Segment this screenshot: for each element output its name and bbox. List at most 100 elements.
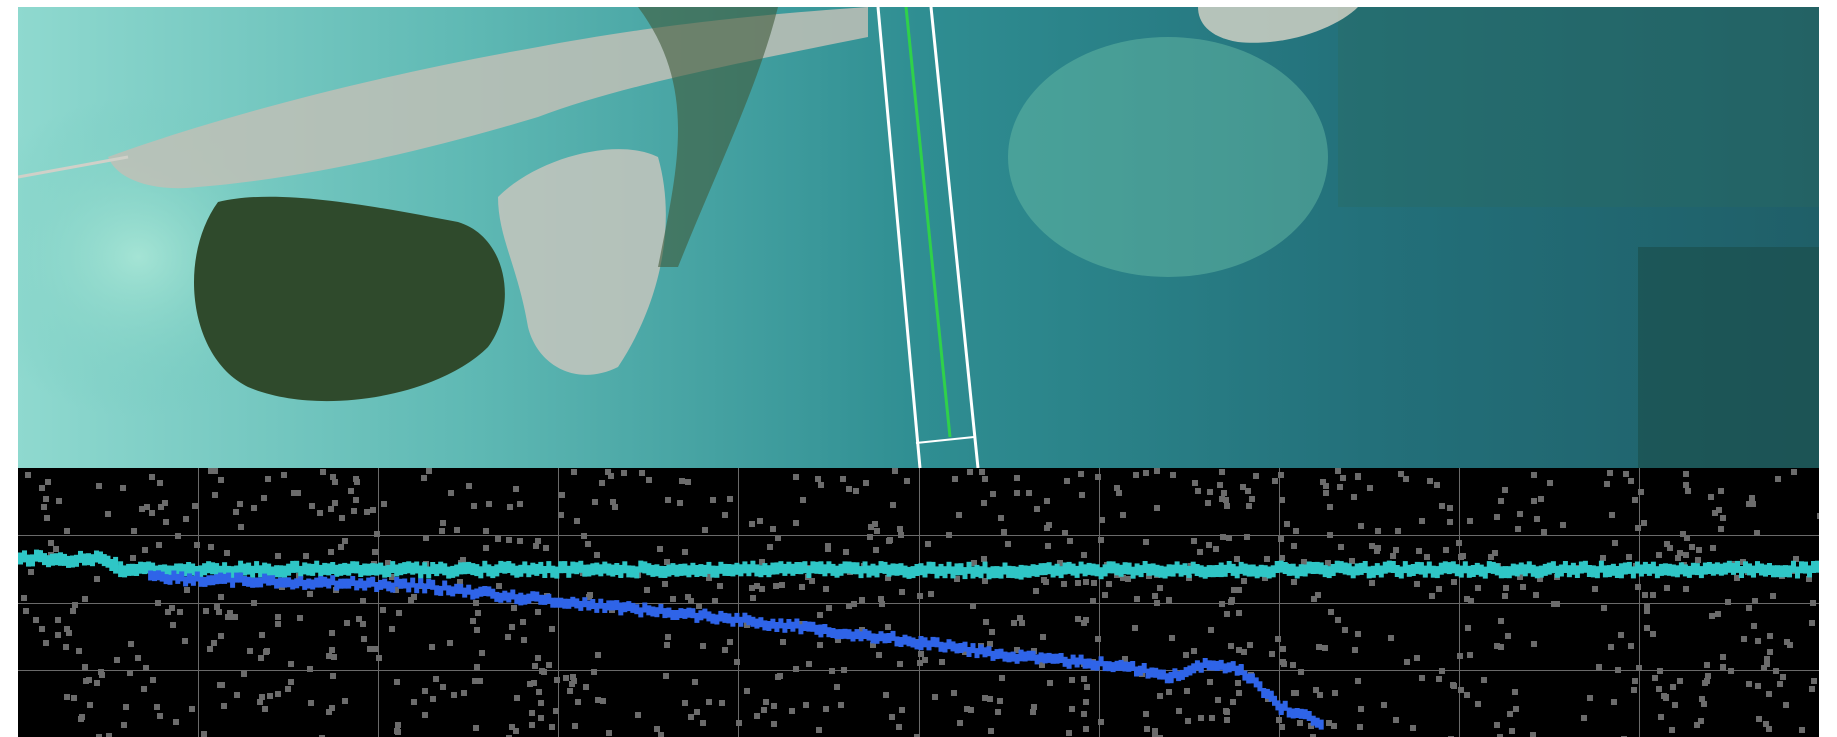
noise-point (1720, 664, 1726, 670)
bottom-point (802, 621, 808, 631)
surface-point (1590, 565, 1596, 578)
noise-point (1600, 555, 1606, 561)
noise-point (64, 528, 70, 534)
noise-point (1481, 677, 1487, 683)
bottom-point (618, 602, 624, 613)
noise-point (1725, 599, 1731, 605)
surface-point (402, 562, 408, 575)
surface-point (742, 561, 748, 574)
surface-point (318, 564, 324, 577)
noise-point (329, 630, 335, 636)
surface-point (1230, 563, 1236, 576)
noise-point (749, 521, 755, 527)
noise-point (1358, 523, 1364, 529)
surface-point (1626, 561, 1632, 574)
bottom-point (554, 597, 560, 608)
bottom-point (1022, 651, 1028, 662)
surface-point (1462, 561, 1468, 574)
noise-point (890, 502, 896, 508)
surface-point (174, 563, 180, 576)
bottom-point (1164, 673, 1170, 684)
noise-point (1761, 665, 1767, 671)
bottom-point (1179, 669, 1185, 680)
bottom-point (946, 639, 952, 650)
noise-point (817, 612, 823, 618)
noise-point (1005, 541, 1011, 547)
bottom-point (286, 577, 292, 588)
bottom-point (1046, 652, 1052, 663)
bottom-point (862, 629, 868, 639)
noise-point (1125, 576, 1131, 582)
surface-point (858, 566, 864, 579)
satellite-image[interactable] (18, 7, 1819, 468)
surface-point (970, 566, 976, 579)
noise-point (483, 528, 489, 534)
noise-point (1236, 647, 1242, 653)
bottom-point (1110, 662, 1116, 673)
bottom-point (822, 624, 828, 634)
bottom-point (710, 613, 716, 624)
noise-point (1120, 512, 1126, 518)
noise-point (175, 533, 181, 539)
noise-point (1746, 605, 1752, 611)
bottom-point (214, 574, 220, 585)
noise-point (1709, 613, 1715, 619)
surface-point (1534, 566, 1540, 579)
surface-point (806, 566, 812, 578)
noise-point (1325, 560, 1331, 566)
noise-point (754, 583, 760, 589)
noise-point (700, 643, 706, 649)
noise-point (1313, 687, 1319, 693)
noise-point (309, 503, 315, 509)
noise-point (308, 700, 314, 706)
surface-point (1202, 566, 1208, 579)
surface-point (26, 554, 31, 567)
surface-point (698, 564, 704, 577)
noise-point (517, 538, 523, 544)
bottom-point (234, 572, 240, 583)
noise-point (1751, 623, 1757, 629)
bottom-point (183, 576, 189, 587)
noise-point (1272, 478, 1278, 484)
noise-point (1628, 478, 1634, 484)
bottom-point (274, 578, 280, 589)
noise-point (353, 497, 359, 503)
noise-point (1675, 555, 1681, 561)
bottom-point (238, 572, 244, 583)
surface-point (282, 565, 288, 578)
bottom-point (1149, 667, 1155, 678)
surface-point (1739, 566, 1744, 578)
surface-point (1598, 560, 1604, 573)
bottom-point (610, 600, 616, 611)
surface-point (1130, 566, 1136, 579)
noise-point (1278, 472, 1284, 478)
noise-point (1611, 699, 1617, 705)
noise-point (1427, 478, 1433, 484)
bottom-point (662, 608, 668, 619)
noise-point (1699, 696, 1705, 702)
photon-scatter-plot[interactable] (18, 468, 1819, 737)
noise-point (549, 626, 555, 632)
bottom-point (766, 621, 772, 631)
noise-point (1398, 471, 1404, 477)
surface-point (902, 565, 908, 578)
noise-point (988, 728, 994, 734)
noise-point (361, 636, 367, 642)
noise-point (1062, 530, 1068, 536)
bottom-point (954, 643, 960, 654)
surface-point (558, 561, 564, 574)
bottom-point (258, 577, 264, 588)
surface-point (722, 563, 728, 576)
noise-point (475, 610, 481, 616)
noise-point (157, 713, 163, 719)
noise-point (773, 583, 779, 589)
surface-point (1238, 561, 1244, 574)
bottom-point (850, 631, 856, 642)
noise-point (1464, 692, 1470, 698)
bottom-point (526, 593, 532, 604)
surface-point (1298, 564, 1304, 577)
surface-point (1390, 561, 1396, 573)
noise-point (1756, 716, 1762, 722)
surface-point (642, 561, 648, 574)
noise-point (1355, 474, 1361, 480)
